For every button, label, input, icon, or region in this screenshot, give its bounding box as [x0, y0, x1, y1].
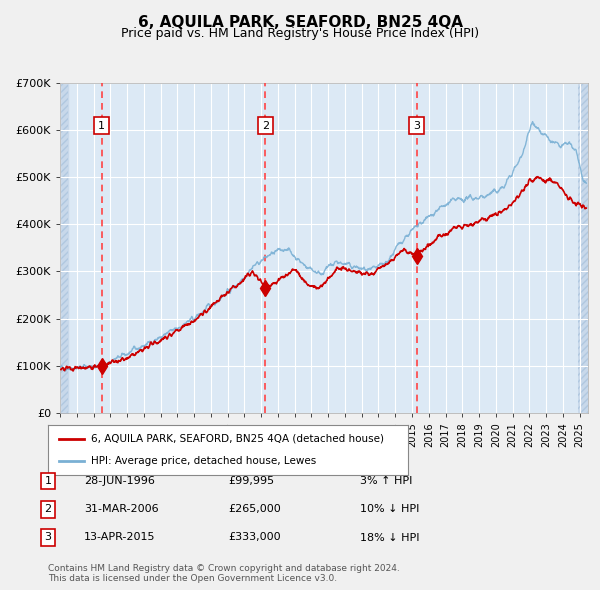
Text: 31-MAR-2006: 31-MAR-2006 — [84, 504, 158, 514]
Text: £265,000: £265,000 — [228, 504, 281, 514]
Text: Price paid vs. HM Land Registry's House Price Index (HPI): Price paid vs. HM Land Registry's House … — [121, 27, 479, 40]
Text: 1: 1 — [44, 476, 52, 486]
Text: HPI: Average price, detached house, Lewes: HPI: Average price, detached house, Lewe… — [91, 456, 316, 466]
Text: 6, AQUILA PARK, SEAFORD, BN25 4QA (detached house): 6, AQUILA PARK, SEAFORD, BN25 4QA (detac… — [91, 434, 384, 444]
Bar — [578, 83, 588, 413]
Text: 18% ↓ HPI: 18% ↓ HPI — [360, 533, 419, 542]
Text: 6, AQUILA PARK, SEAFORD, BN25 4QA: 6, AQUILA PARK, SEAFORD, BN25 4QA — [137, 15, 463, 30]
Text: 3: 3 — [413, 120, 420, 130]
Text: 1: 1 — [98, 120, 105, 130]
Text: £99,995: £99,995 — [228, 476, 274, 486]
Text: 3: 3 — [44, 533, 52, 542]
Text: 13-APR-2015: 13-APR-2015 — [84, 533, 155, 542]
Bar — [60, 83, 68, 413]
Text: Contains HM Land Registry data © Crown copyright and database right 2024.
This d: Contains HM Land Registry data © Crown c… — [48, 563, 400, 583]
Text: 2: 2 — [44, 504, 52, 514]
Text: 3% ↑ HPI: 3% ↑ HPI — [360, 476, 412, 486]
Text: 2: 2 — [262, 120, 269, 130]
Text: 28-JUN-1996: 28-JUN-1996 — [84, 476, 155, 486]
Text: £333,000: £333,000 — [228, 533, 281, 542]
Text: 10% ↓ HPI: 10% ↓ HPI — [360, 504, 419, 514]
